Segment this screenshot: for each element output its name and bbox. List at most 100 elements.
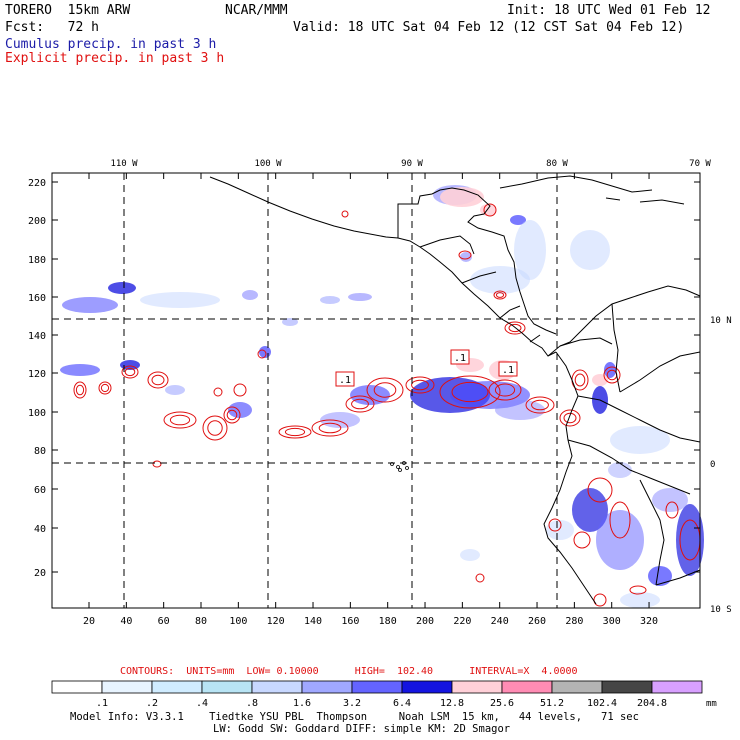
colorbar-value: 12.8	[440, 698, 464, 709]
coastline	[419, 235, 475, 255]
explicit-precip-contour	[373, 382, 397, 398]
colorbar-value: 204.8	[637, 698, 667, 709]
y-tick-label: 40	[34, 524, 46, 535]
precip-cell	[620, 592, 660, 608]
explicit-precip-contour	[451, 381, 489, 403]
y-tick-label: 20	[34, 568, 46, 579]
precip-cell	[572, 488, 608, 532]
colorbar-value: .1	[96, 698, 108, 709]
explicit-precip-contour	[278, 425, 312, 439]
precip-cell	[140, 292, 220, 308]
precip-cell	[570, 230, 610, 270]
colorbar-swatch	[601, 680, 653, 694]
lon-label: 70 W	[689, 159, 711, 169]
precip-cell	[282, 318, 298, 326]
explicit-precip-contour	[525, 396, 555, 414]
precip-cell	[108, 282, 136, 294]
coastline	[639, 199, 685, 205]
explicit-precip-contour	[563, 412, 577, 424]
y-tick-label: 180	[28, 255, 46, 266]
explicit-precip-contour	[495, 292, 505, 298]
x-tick-label: 20	[83, 616, 95, 627]
precip-cell	[676, 504, 704, 576]
explicit-precip-contour	[574, 373, 586, 387]
explicit-precip-contour	[439, 375, 501, 409]
explicit-precip-contour	[494, 383, 516, 397]
colorbar-value: 1.6	[293, 698, 311, 709]
axis-ticks	[52, 173, 700, 608]
colorbar-value: 51.2	[540, 698, 564, 709]
lon-label: 100 W	[254, 159, 282, 169]
contour-label: .1	[339, 375, 351, 386]
contour-label: .1	[502, 365, 514, 376]
explicit-precip-contour	[587, 477, 613, 503]
explicit-precip-contour	[73, 381, 87, 399]
explicit-precip-contour	[559, 409, 581, 427]
lat-label: 10 S	[710, 605, 732, 615]
explicit-precip-contour	[603, 366, 621, 384]
precip-cell	[165, 385, 185, 395]
precip-cell	[652, 488, 688, 512]
coastline	[543, 351, 597, 605]
x-tick-label: 160	[341, 616, 359, 627]
x-tick-label: 120	[267, 616, 285, 627]
explicit-precip-contour	[665, 501, 679, 519]
x-tick-label: 220	[453, 616, 471, 627]
precip-cell	[350, 385, 390, 405]
org-label: NCAR/MMM	[225, 3, 288, 18]
precip-cell	[460, 549, 480, 561]
precip-cell	[510, 215, 526, 225]
precip-cell	[610, 426, 670, 454]
forecast-hour: Fcst: 72 h	[5, 20, 99, 35]
coastline	[577, 395, 701, 443]
colorbar-swatch	[151, 680, 203, 694]
contour-info: CONTOURS: UNITS=mm LOW= 0.10000 HIGH= 10…	[120, 666, 578, 677]
coastline	[605, 197, 621, 201]
explicit-precip-contour	[98, 381, 112, 395]
colorbar-value: 6.4	[393, 698, 411, 709]
explicit-precip-contour	[121, 365, 139, 379]
colorbar: .1 .2 .4 .8 1.6 3.2 6.4 12.8 25.6 51.2 102.4 204.8 m…	[51, 680, 717, 709]
x-tick-label: 200	[416, 616, 434, 627]
explicit-precip-contour	[100, 383, 110, 393]
colorbar-value: .4	[196, 698, 208, 709]
y-tick-label: 100	[28, 408, 46, 419]
y-tick-label: 160	[28, 293, 46, 304]
island	[405, 466, 409, 470]
lon-label: 80 W	[546, 159, 568, 169]
precip-cell	[648, 566, 672, 586]
precip-cell	[514, 220, 546, 280]
y-tick-label: 60	[34, 485, 46, 496]
explicit-precip-contour	[207, 420, 223, 436]
colorbar-swatch	[451, 680, 503, 694]
explicit-precip-contour	[202, 415, 228, 441]
coastline	[461, 271, 497, 284]
explicit-precip-contour	[147, 371, 169, 389]
explicit-precip-contour	[493, 290, 507, 300]
precip-cell	[62, 297, 118, 313]
colorbar-value: 102.4	[587, 698, 617, 709]
lat-label: 0	[710, 460, 715, 470]
contour-label: .1	[454, 353, 466, 364]
coastline	[209, 176, 557, 357]
coastline	[567, 439, 691, 495]
explicit-precip-contour	[629, 585, 647, 595]
x-tick-label: 280	[565, 616, 583, 627]
precip-cell	[242, 290, 258, 300]
explicit-precip-contour	[458, 250, 472, 260]
explicit-precip-contour	[475, 573, 485, 583]
contour-label-box	[335, 371, 355, 387]
axis-labels: 110 W 100 W 90 W 80 W 70 W 10 N 0 10 S 220 200 180…	[28, 159, 732, 627]
precip-cell	[228, 402, 252, 418]
explicit-precip-contour	[366, 377, 404, 403]
colorbar-swatch	[651, 680, 703, 694]
explicit-precip-contour	[609, 501, 631, 539]
x-tick-label: 300	[603, 616, 621, 627]
explicit-precip-contour	[152, 460, 162, 468]
colorbar-swatch	[101, 680, 153, 694]
legend-cumulus: Cumulus precip. in past 3 h	[5, 37, 217, 52]
explicit-precip-contour	[124, 367, 136, 377]
coastline	[619, 351, 701, 393]
explicit-precip-contour	[341, 210, 349, 218]
